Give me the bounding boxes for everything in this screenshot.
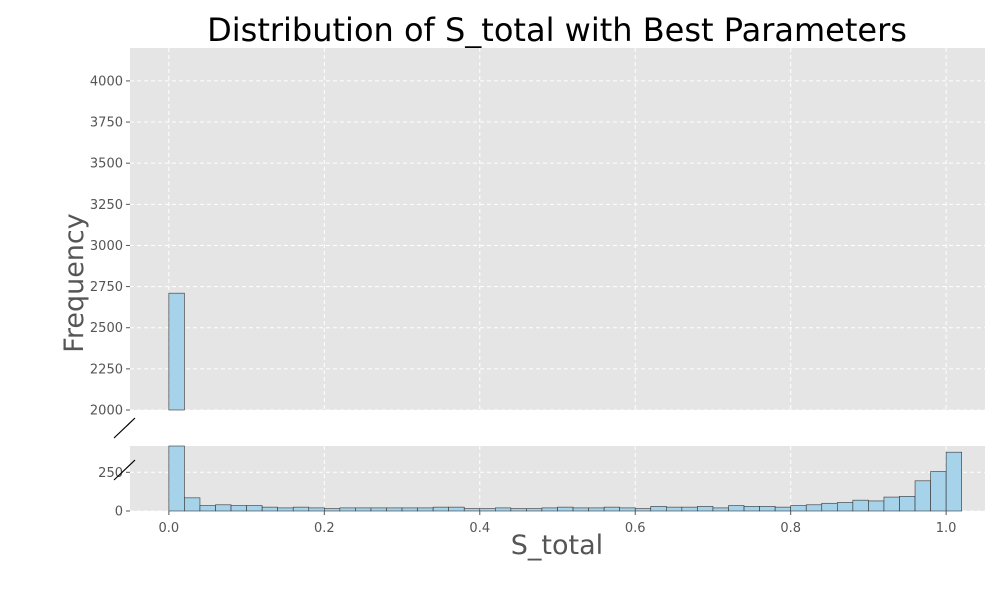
- axis-ticks: 0.0 0.2 0.4 0.6 0.8 1.02000225025002750300032…: [90, 74, 957, 536]
- x-tick-label: 0.0: [159, 521, 180, 536]
- y-tick-label-upper: 3000: [90, 239, 123, 254]
- histogram-bar-lower: [230, 505, 247, 512]
- y-axis-label: Frequency: [59, 213, 90, 353]
- histogram-bar-lower: [728, 505, 745, 512]
- histogram-bar-lower: [697, 506, 714, 512]
- histogram-bar-lower: [712, 507, 729, 512]
- y-tick-label-lower: 0: [115, 505, 123, 520]
- axis-break-mark-upper: [113, 417, 136, 439]
- y-tick-label-upper: 3250: [90, 198, 123, 213]
- y-tick-label-upper: 2500: [90, 321, 123, 336]
- y-tick-label-upper: 2000: [90, 404, 123, 419]
- histogram-bar-lower: [355, 507, 372, 512]
- y-tick-label-lower: 250: [98, 466, 123, 481]
- histogram-bar-lower: [868, 500, 885, 512]
- axis-break-marks: [113, 417, 136, 481]
- histogram-bar-lower: [541, 507, 558, 512]
- histogram-bar-lower: [681, 506, 698, 512]
- y-tick-label-upper: 2250: [90, 362, 123, 377]
- y-tick-label-upper: 2750: [90, 280, 123, 295]
- histogram-bar-lower: [899, 495, 916, 512]
- histogram-bar-lower: [774, 506, 791, 512]
- histogram-bar-lower: [168, 445, 185, 512]
- histogram-bar-lower: [619, 507, 636, 512]
- histogram-bar-lower: [370, 507, 387, 512]
- histogram-bar-lower: [401, 507, 418, 512]
- x-axis-label: S_total: [511, 530, 603, 561]
- histogram-bar-lower: [292, 506, 310, 512]
- histogram-bar-lower: [277, 507, 294, 512]
- histogram-bar-lower: [914, 480, 931, 512]
- histogram-bar-lower: [603, 506, 620, 512]
- x-tick-label: 0.4: [469, 521, 490, 536]
- histogram-bar-lower: [308, 507, 325, 512]
- histogram-bar-lower: [588, 507, 605, 512]
- histogram-bar-lower: [448, 506, 465, 512]
- histogram-bar-lower: [479, 508, 496, 512]
- histogram-bar-lower: [386, 507, 403, 512]
- x-tick-label: 1.0: [936, 521, 957, 536]
- upper-plot-panel: [130, 48, 985, 410]
- histogram-bar-lower: [852, 499, 869, 512]
- histogram-bar-lower: [417, 507, 434, 512]
- histogram-bar-lower: [883, 496, 900, 512]
- histogram-bar-lower: [743, 506, 760, 512]
- histogram-bar-lower: [510, 508, 527, 512]
- x-tick-label: 0.6: [625, 521, 646, 536]
- histogram-bar-lower: [184, 497, 201, 512]
- histogram-bar-lower: [650, 506, 667, 512]
- histogram-bar-lower: [930, 471, 947, 512]
- y-tick-label-upper: 3500: [90, 157, 123, 172]
- histogram-bar-lower: [821, 502, 838, 512]
- histogram-bar-lower: [572, 507, 589, 512]
- histogram-bar-lower: [215, 504, 232, 512]
- x-tick-label: 0.8: [780, 521, 801, 536]
- histogram-bar-lower: [759, 506, 776, 512]
- histogram-bar-lower: [526, 508, 543, 512]
- x-tick-label: 0.2: [314, 521, 335, 536]
- histogram-bar-lower: [805, 504, 823, 512]
- histogram-bar-upper: [168, 292, 185, 411]
- histogram-bar-lower: [339, 507, 356, 512]
- chart-title: Distribution of S_total with Best Parame…: [207, 11, 907, 49]
- axis-break-mark-lower: [113, 459, 136, 481]
- histogram-bar-lower: [199, 505, 216, 512]
- histogram-bar-lower: [246, 505, 263, 512]
- histogram-bar-lower: [837, 502, 854, 512]
- lower-plot-panel: [130, 446, 985, 511]
- y-tick-label-upper: 3750: [90, 116, 123, 131]
- histogram-bar-lower: [666, 506, 683, 512]
- histogram-bar-lower: [634, 508, 652, 512]
- histogram-bars: [168, 292, 962, 512]
- y-tick-label-upper: 4000: [90, 74, 123, 89]
- histogram-bar-lower: [495, 507, 512, 512]
- histogram-bar-lower: [432, 506, 449, 512]
- histogram-bar-lower: [324, 508, 341, 512]
- histogram-bar-lower: [945, 451, 962, 512]
- histogram-bar-lower: [463, 508, 481, 512]
- histogram-bar-lower: [261, 506, 278, 512]
- histogram-bar-lower: [557, 506, 574, 512]
- histogram-bar-lower: [790, 505, 807, 512]
